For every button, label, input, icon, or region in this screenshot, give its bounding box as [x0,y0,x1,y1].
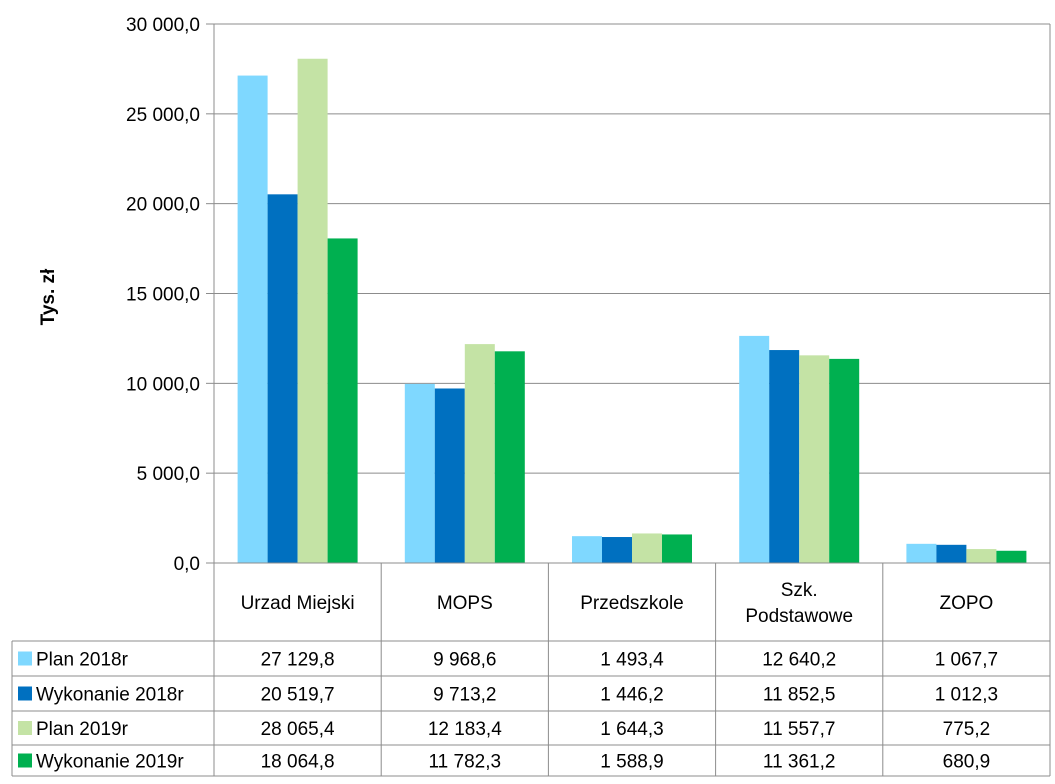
bar [237,75,268,563]
x-category-label-line: Podstawowe [745,606,853,627]
x-category-label: ZOPO [939,593,993,614]
data-value-cell: 20 519,7 [261,685,335,706]
y-tick-label: 10 000,0 [126,374,200,395]
bars [237,58,1027,564]
x-category-label: MOPS [437,593,493,614]
bar [297,58,328,564]
data-value-cell: 1 067,7 [935,650,998,671]
bar [572,536,602,563]
bar [936,544,967,563]
bar [906,543,937,563]
data-value-cell: 27 129,8 [261,650,335,671]
bar [829,358,860,563]
y-tick-label: 0,0 [174,554,200,575]
bar [662,534,692,563]
bar [996,550,1027,563]
data-value-cell: 11 782,3 [429,752,502,773]
bar [632,533,662,563]
y-tick-label: 30 000,0 [126,15,200,36]
y-tick-label: 5 000,0 [137,464,200,485]
bar [602,537,632,563]
data-value-cell: 12 640,2 [762,650,836,671]
legend-swatch [18,753,32,768]
bar [966,549,997,563]
legend-swatch [18,686,32,701]
data-value-cell: 680,9 [943,752,991,773]
data-value-cell: 9 713,2 [433,685,496,706]
data-value-cell: 775,2 [943,719,991,740]
data-value-cell: 11 852,5 [763,685,836,706]
axes: 0,0 5 000,0 10 000,0 15 000,0 20 000,0 25 000… [126,15,1051,575]
legend-swatch [18,651,32,666]
legend-swatch [18,721,32,735]
y-tick-label: 20 000,0 [126,195,200,216]
data-value-cell: 11 361,2 [763,752,836,773]
data-value-cell: 12 183,4 [428,719,502,740]
bar [464,344,495,563]
bar [799,355,830,563]
data-table: Urzad Miejski MOPS Przedszkole Szk. Podstawo… [11,562,1051,777]
y-tick-label: 15 000,0 [126,285,200,306]
x-category-label-line: Szk. [781,580,818,601]
legend-label: Plan 2019r [36,719,129,740]
data-value-cell: 18 064,8 [261,752,335,773]
bar [267,194,298,563]
x-category-label: Szk. Podstawowe [745,580,853,627]
data-value-cell: 1 588,9 [600,752,663,773]
data-value-cell: 1 012,3 [935,685,998,706]
x-category-label: Urzad Miejski [241,593,355,614]
x-category-label: Przedszkole [580,593,684,614]
bar [327,238,358,563]
legend-label: Wykonanie 2019r [36,752,184,773]
y-axis-label: Tys. zł [38,268,59,325]
data-value-cell: 1 446,2 [600,685,663,706]
bar [434,388,465,563]
data-value-cell: 1 493,4 [600,650,664,671]
y-tick-label: 25 000,0 [126,105,200,126]
data-value-cell: 9 968,6 [433,650,496,671]
data-value-cell: 28 065,4 [261,719,335,740]
bar [769,350,800,563]
legend-label: Plan 2018r [36,650,129,671]
bar [404,383,435,563]
bar [739,335,770,563]
data-value-cell: 11 557,7 [763,719,836,740]
legend-label: Wykonanie 2018r [36,685,184,706]
data-value-cell: 1 644,3 [600,719,663,740]
bar [494,351,525,563]
